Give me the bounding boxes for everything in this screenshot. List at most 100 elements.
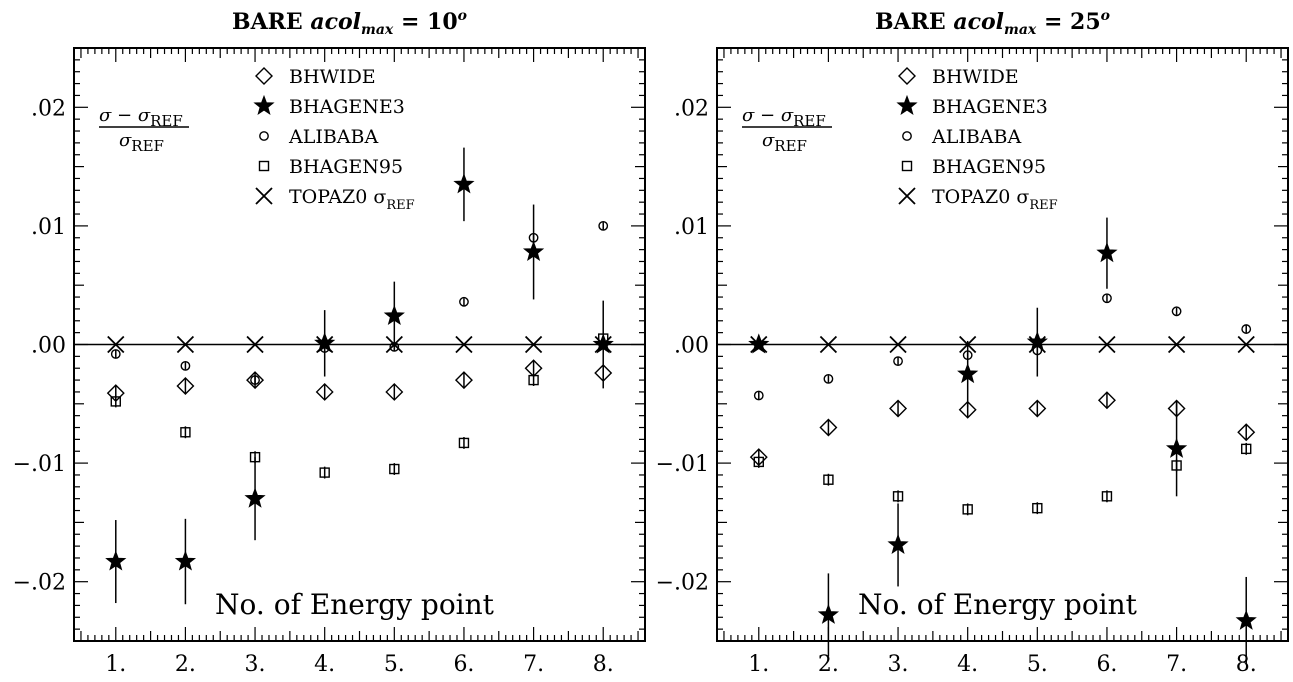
y-tick-label: −.01 <box>13 452 66 477</box>
y-tick-label: .01 <box>674 215 709 240</box>
legend-circle-marker <box>902 131 912 141</box>
legend-square-marker <box>258 160 270 172</box>
cross-point <box>1098 335 1116 354</box>
legend-label: ALIBABA <box>931 126 1021 148</box>
x-axis-label: No. of Energy point <box>858 588 1138 621</box>
circle-point <box>1171 306 1182 317</box>
legend-label-text: TOPAZ0 σ <box>932 186 1029 208</box>
square-point <box>458 437 470 449</box>
denominator-subscript: REF <box>774 137 807 155</box>
y-tick-label: .02 <box>674 96 709 121</box>
circle-point <box>893 356 903 367</box>
series-diamond <box>106 359 613 403</box>
square-point <box>962 504 973 515</box>
legend-label: BHAGENE3 <box>932 96 1048 118</box>
title-subscript: max <box>361 22 394 38</box>
legend-label: BHWIDE <box>932 66 1019 88</box>
star-point <box>887 533 909 554</box>
diamond-point <box>246 371 265 390</box>
diamond-point <box>1028 399 1047 418</box>
legend-cross-marker <box>898 187 916 205</box>
star-point <box>244 487 266 508</box>
title-value: 25 <box>1070 9 1101 35</box>
cross-point <box>1237 335 1255 354</box>
star-point <box>957 363 979 384</box>
legend-label: BHAGENE3 <box>289 96 405 118</box>
legend-label: TOPAZ0 σREF <box>932 186 1058 213</box>
y-axis-label-numerator: σ − σREF <box>99 105 183 130</box>
x-tick-label: 7. <box>1166 652 1187 677</box>
y-axis-label-numerator: σ − σREF <box>742 105 826 130</box>
circle-point <box>753 390 764 401</box>
cross-point <box>107 335 125 354</box>
square-point <box>598 333 609 344</box>
legend-label-text: BHAGEN95 <box>932 156 1046 178</box>
square-point <box>319 467 330 478</box>
square-point <box>389 463 400 475</box>
legend-diamond-marker <box>898 67 916 85</box>
diamond-point <box>958 400 977 419</box>
circle-point <box>598 220 609 231</box>
cross-point <box>959 335 977 354</box>
title-variable: acol <box>310 9 361 35</box>
chart-title: BARE acolmax = 10o <box>232 8 467 38</box>
series-cross <box>107 335 612 354</box>
circle-point <box>1032 345 1043 356</box>
square-point <box>110 396 121 407</box>
legend-star-marker <box>896 94 918 116</box>
square-point <box>823 474 834 485</box>
denominator-text: σ <box>762 130 775 151</box>
chart-panel-right: BARE acolmax = 25o −.02 −.01 .00 .01 .02 1. 2. 3… <box>656 8 1289 677</box>
diamond-point <box>315 382 334 401</box>
star-point <box>453 173 475 194</box>
square-point <box>249 451 261 463</box>
legend-cross-marker <box>255 187 273 205</box>
circle-point <box>823 373 834 384</box>
legend-label: TOPAZ0 σREF <box>289 186 415 213</box>
legend-label: ALIBABA <box>288 126 378 148</box>
x-tick-label: 8. <box>593 652 614 677</box>
cross-point <box>524 335 543 354</box>
legend-label-text: BHWIDE <box>932 66 1019 88</box>
circle-point <box>1102 293 1112 304</box>
cross-point <box>385 335 403 354</box>
circle-point <box>180 360 191 371</box>
y-tick-label: .02 <box>31 96 66 121</box>
chart-title: BARE acolmax = 25o <box>875 8 1110 38</box>
star-point <box>1096 242 1118 263</box>
cross-point <box>1167 335 1186 354</box>
legend-circle-marker <box>259 131 269 141</box>
denominator-subscript: REF <box>131 137 164 155</box>
legend-diamond-marker <box>255 67 273 85</box>
square-point <box>528 374 539 386</box>
star-point <box>1235 609 1257 630</box>
legend-label-subscript: REF <box>386 198 414 213</box>
series-square <box>110 332 609 479</box>
circle-point <box>528 232 539 243</box>
square-point <box>753 456 764 468</box>
x-tick-label: 5. <box>1027 652 1048 677</box>
diamond-point <box>385 382 404 401</box>
y-tick-label: −.01 <box>656 452 709 477</box>
x-tick-label: 4. <box>957 652 978 677</box>
numerator-subscript: REF <box>793 112 826 130</box>
title-equals: = <box>1036 9 1070 35</box>
star-point <box>105 550 127 571</box>
x-tick-label: 1. <box>105 652 126 677</box>
legend-label-text: TOPAZ0 σ <box>289 186 386 208</box>
x-axis-label: No. of Energy point <box>215 588 495 621</box>
title-prefix: BARE <box>875 9 953 35</box>
title-variable: acol <box>953 9 1004 35</box>
square-point <box>1032 502 1043 514</box>
x-tick-label: 2. <box>818 652 839 677</box>
square-point <box>180 427 191 438</box>
diamond-point <box>176 377 195 395</box>
circle-point <box>459 296 469 307</box>
circle-point <box>962 350 973 361</box>
legend-label-text: ALIBABA <box>931 126 1021 148</box>
numerator-text: σ − σ <box>99 105 151 126</box>
cross-point <box>889 335 907 354</box>
star-point <box>522 240 545 262</box>
title-superscript: o <box>1101 8 1110 24</box>
legend-label-text: ALIBABA <box>288 126 378 148</box>
